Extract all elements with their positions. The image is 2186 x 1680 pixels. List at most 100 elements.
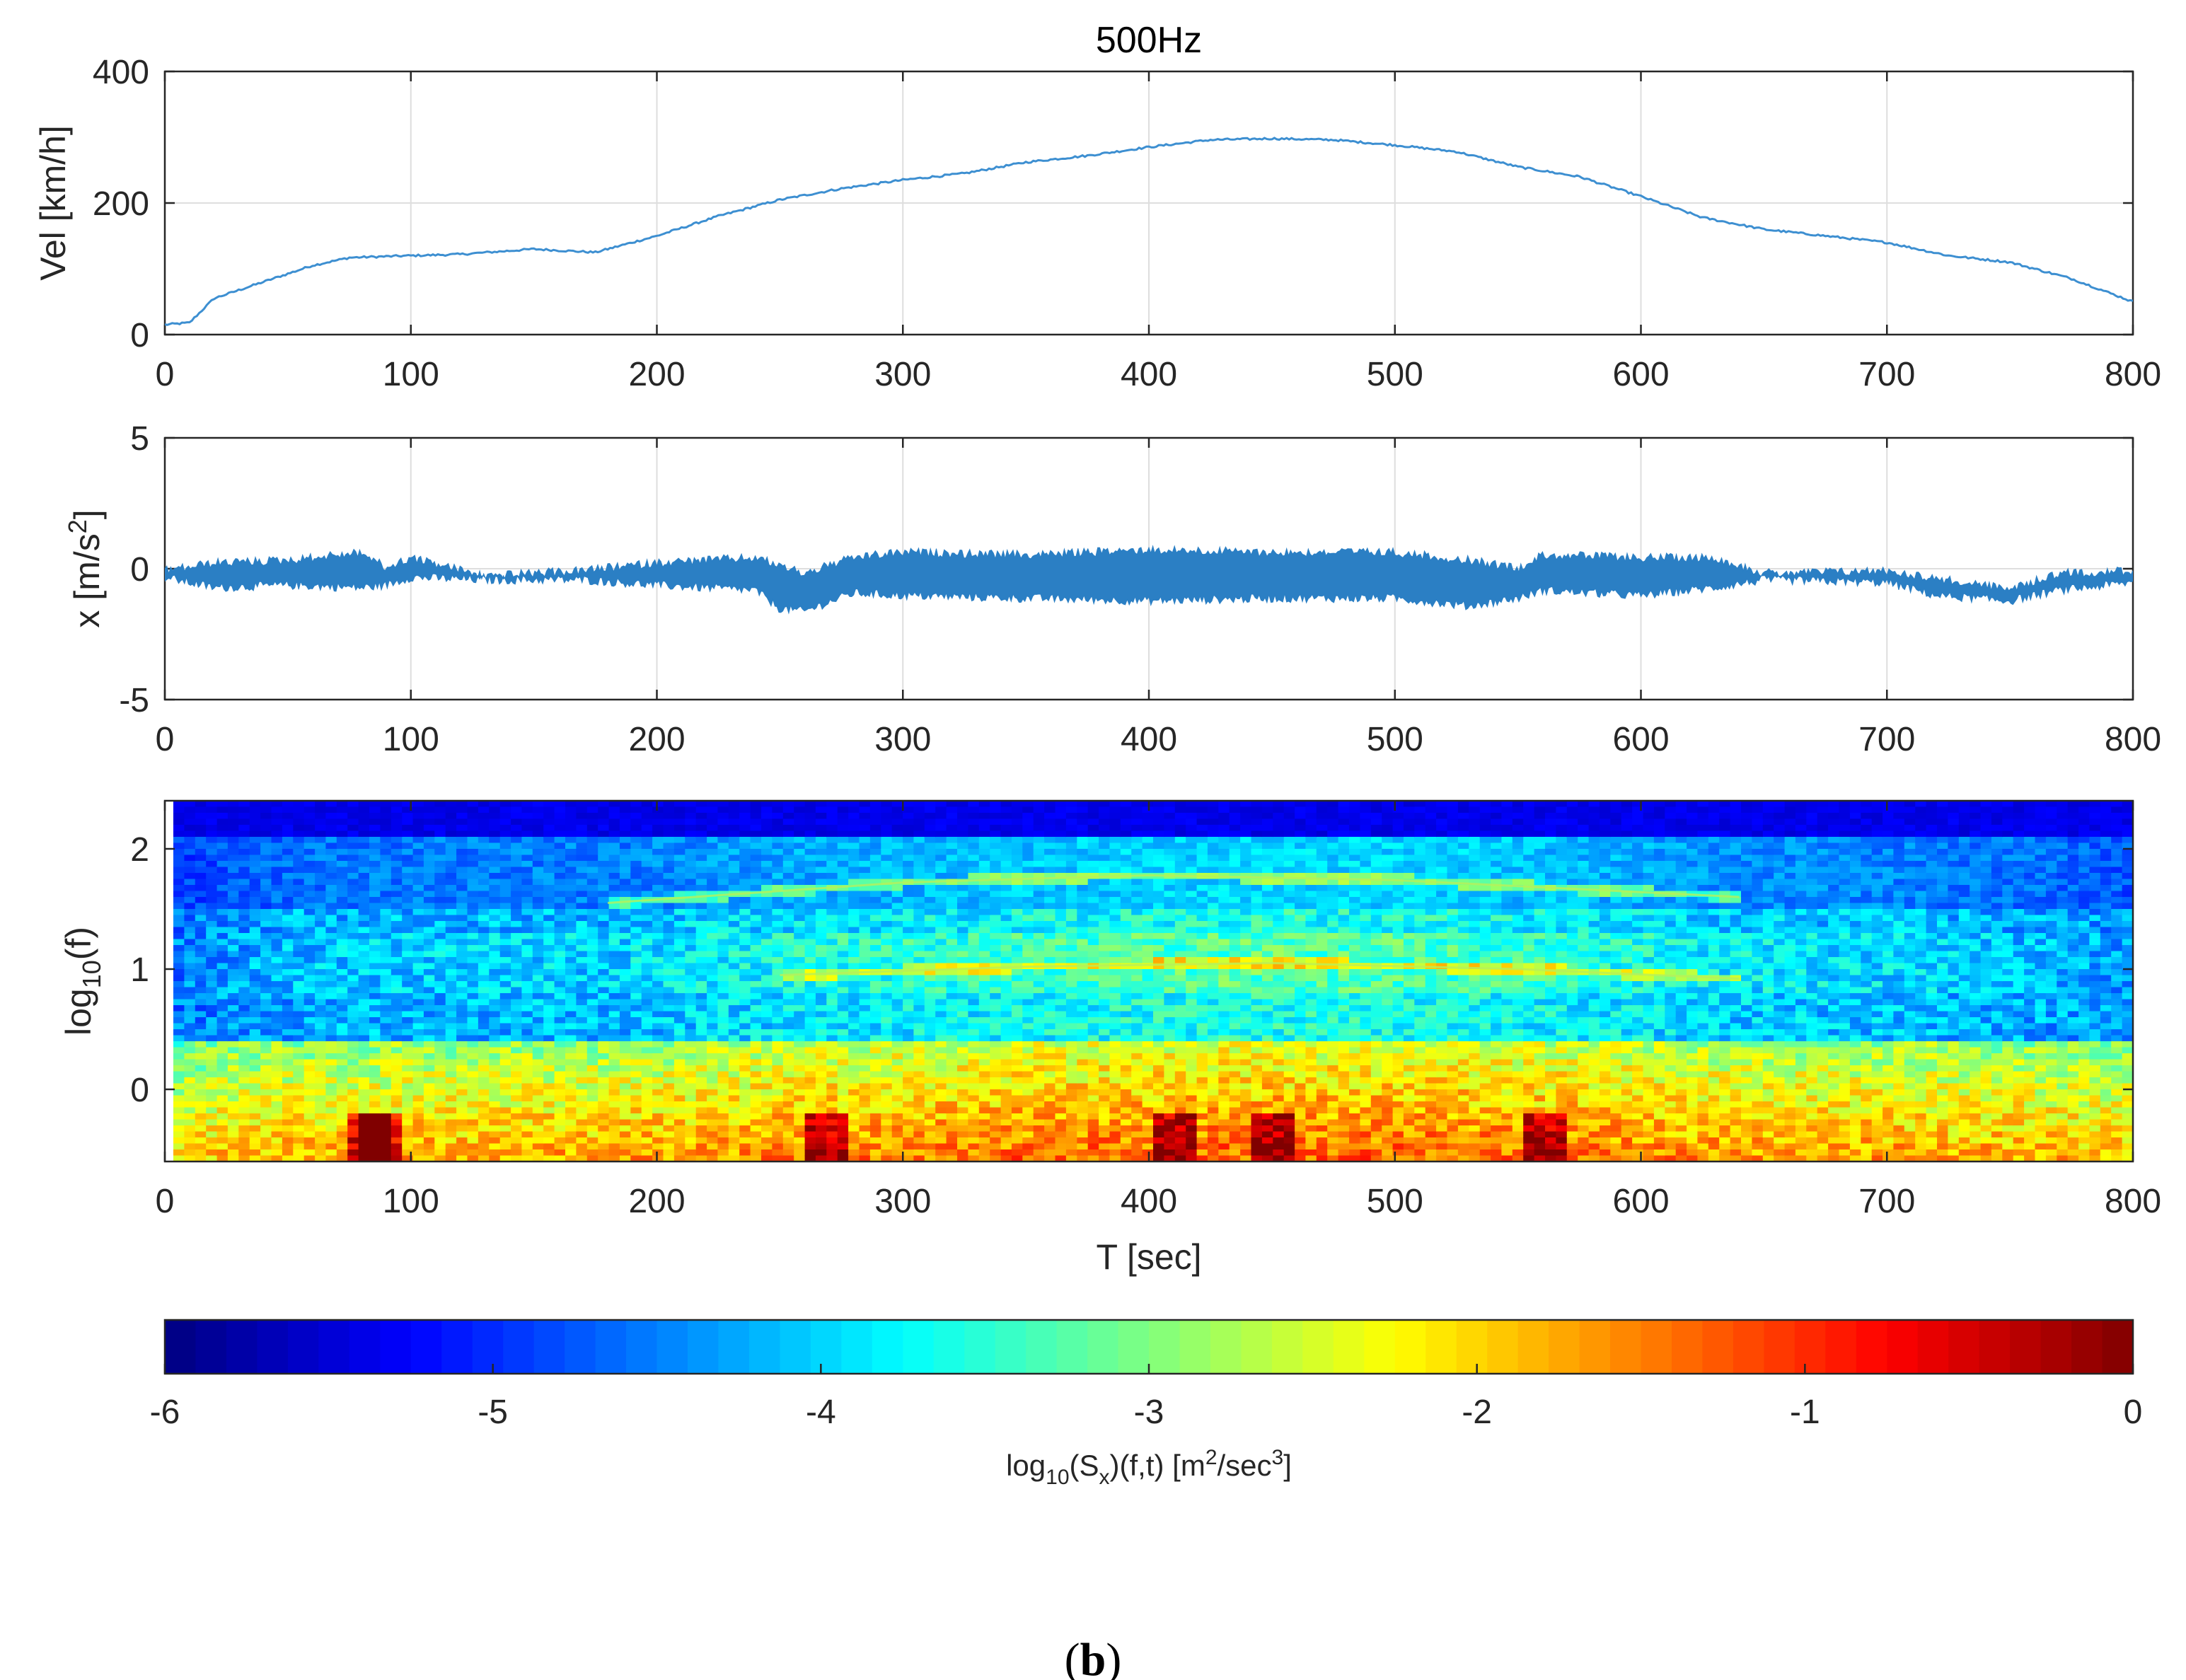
heatmap-cell xyxy=(826,879,838,886)
heatmap-cell xyxy=(195,945,207,952)
heatmap-cell xyxy=(380,1005,392,1012)
heatmap-cell xyxy=(227,801,240,808)
heatmap-cell xyxy=(935,1131,947,1138)
heatmap-cell xyxy=(728,1047,740,1054)
heatmap-cell xyxy=(325,1059,337,1066)
heatmap-cell xyxy=(260,1011,272,1018)
heatmap-cell xyxy=(859,993,871,1000)
heatmap-cell xyxy=(347,909,359,916)
heatmap-cell xyxy=(1022,1035,1034,1042)
heatmap-cell xyxy=(673,993,686,1000)
heatmap-cell xyxy=(576,1101,588,1108)
heatmap-cell xyxy=(935,818,947,825)
heatmap-cell xyxy=(554,1053,566,1060)
heatmap-cell xyxy=(761,1065,773,1072)
heatmap-cell xyxy=(1044,1137,1056,1145)
heatmap-cell xyxy=(663,1047,675,1054)
heatmap-cell xyxy=(543,993,555,1000)
heatmap-cell xyxy=(347,897,359,904)
heatmap-cell xyxy=(412,830,424,838)
heatmap-cell xyxy=(238,909,250,916)
heatmap-cell xyxy=(815,963,828,970)
heatmap-cell xyxy=(499,963,511,970)
heatmap-cell xyxy=(619,939,632,946)
heatmap-cell xyxy=(532,1143,544,1150)
heatmap-cell xyxy=(837,975,849,982)
heatmap-cell xyxy=(772,927,784,934)
heatmap-cell xyxy=(1022,1053,1034,1060)
heatmap-cell xyxy=(978,825,990,832)
heatmap-cell xyxy=(271,909,283,916)
heatmap-cell xyxy=(869,849,882,856)
heatmap-cell xyxy=(978,1041,990,1048)
heatmap-cell xyxy=(935,801,947,808)
heatmap-cell xyxy=(445,1149,457,1157)
heatmap-cell xyxy=(782,909,794,916)
heatmap-cell xyxy=(946,1065,958,1072)
heatmap-cell xyxy=(249,1005,261,1012)
heatmap-cell xyxy=(968,909,980,916)
heatmap-cell xyxy=(434,1071,446,1078)
heatmap-cell xyxy=(641,951,653,958)
heatmap-cell xyxy=(315,951,327,958)
heatmap-cell xyxy=(663,951,675,958)
heatmap-cell xyxy=(489,801,501,808)
heatmap-cell xyxy=(794,1083,806,1090)
heatmap-cell xyxy=(695,873,707,880)
heatmap-cell xyxy=(227,1083,240,1090)
heatmap-cell xyxy=(532,1083,544,1090)
heatmap-cell xyxy=(347,842,359,850)
heatmap-cell xyxy=(946,837,958,844)
heatmap-cell xyxy=(216,927,229,934)
heatmap-cell xyxy=(685,927,697,934)
heatmap-cell xyxy=(227,1071,240,1078)
heatmap-cell xyxy=(913,891,925,898)
heatmap-cell xyxy=(794,891,806,898)
heatmap-cell xyxy=(423,1095,436,1102)
heatmap-cell xyxy=(489,1047,501,1054)
heatmap-cell xyxy=(380,1137,392,1145)
heatmap-cell xyxy=(859,939,871,946)
heatmap-cell xyxy=(282,897,294,904)
heatmap-cell xyxy=(913,1035,925,1042)
heatmap-cell xyxy=(924,818,936,825)
heatmap-cell xyxy=(499,927,511,934)
heatmap-cell xyxy=(685,945,697,952)
heatmap-cell xyxy=(913,1053,925,1060)
heatmap-cell xyxy=(315,927,327,934)
heatmap-cell xyxy=(619,1047,632,1054)
heatmap-cell xyxy=(434,939,446,946)
heatmap-cell xyxy=(673,945,686,952)
heatmap-cell xyxy=(968,1131,980,1138)
heatmap-cell xyxy=(554,921,566,928)
heatmap-cell xyxy=(630,849,642,856)
heatmap-cell xyxy=(1055,999,1067,1006)
heatmap-cell xyxy=(794,1059,806,1066)
heatmap-cell xyxy=(195,830,207,838)
heatmap-cell xyxy=(206,1131,218,1138)
heatmap-cell xyxy=(532,939,544,946)
heatmap-cell xyxy=(423,1023,436,1030)
heatmap-cell xyxy=(467,1083,479,1090)
heatmap-cell xyxy=(489,909,501,916)
heatmap-cell xyxy=(434,1077,446,1084)
heatmap-cell xyxy=(707,891,719,898)
heatmap-cell xyxy=(946,1113,958,1120)
heatmap-cell xyxy=(859,1029,871,1036)
heatmap-cell xyxy=(380,1125,392,1132)
heatmap-cell xyxy=(206,933,218,940)
heatmap-cell xyxy=(848,837,860,844)
heatmap-cell xyxy=(206,1089,218,1096)
heatmap-cell xyxy=(673,1089,686,1096)
heatmap-cell xyxy=(848,1155,860,1161)
heatmap-cell xyxy=(946,933,958,940)
heatmap-cell xyxy=(924,1065,936,1072)
heatmap-cell xyxy=(489,921,501,928)
heatmap-cell xyxy=(990,842,1002,850)
heatmap-cell xyxy=(935,987,947,994)
heatmap-cell xyxy=(663,1005,675,1012)
heatmap-cell xyxy=(663,1125,675,1132)
heatmap-cell xyxy=(978,1071,990,1078)
heatmap-cell xyxy=(456,1089,468,1096)
heatmap-cell xyxy=(946,806,958,813)
